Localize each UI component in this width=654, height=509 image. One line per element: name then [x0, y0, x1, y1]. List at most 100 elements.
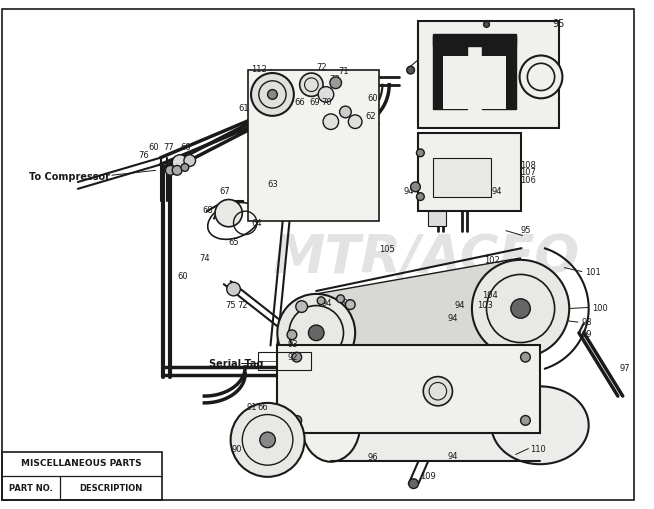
Circle shape	[184, 155, 196, 166]
Text: 74: 74	[199, 254, 210, 263]
Text: MISCELLANEOUS PARTS: MISCELLANEOUS PARTS	[22, 459, 142, 468]
Text: 110: 110	[530, 445, 546, 454]
Text: 94: 94	[491, 187, 502, 196]
Bar	[428, 211, 445, 226]
Text: 92: 92	[287, 353, 298, 362]
Text: 107: 107	[521, 168, 536, 177]
Circle shape	[287, 330, 297, 340]
Circle shape	[165, 165, 175, 175]
Circle shape	[296, 301, 307, 313]
Text: 76: 76	[138, 151, 149, 160]
Circle shape	[409, 479, 419, 489]
Circle shape	[292, 352, 301, 362]
Text: 104: 104	[481, 291, 498, 300]
Circle shape	[251, 73, 294, 116]
Text: 103: 103	[477, 301, 492, 309]
Circle shape	[349, 115, 362, 128]
Ellipse shape	[491, 386, 589, 464]
Bar	[419, 21, 559, 128]
Circle shape	[300, 73, 323, 96]
Text: 66: 66	[258, 403, 269, 412]
Text: MTR/ACEO: MTR/ACEO	[273, 232, 579, 284]
Bar	[433, 158, 491, 196]
Text: 95: 95	[521, 226, 531, 235]
Circle shape	[417, 193, 424, 201]
Text: 61: 61	[239, 104, 249, 113]
Bar	[433, 36, 467, 109]
Text: 94: 94	[455, 301, 465, 309]
Text: 96: 96	[368, 453, 379, 462]
Text: 109: 109	[421, 472, 436, 481]
Text: 63: 63	[267, 180, 279, 189]
Bar	[248, 70, 379, 221]
Ellipse shape	[301, 389, 360, 462]
Bar	[481, 36, 516, 109]
Circle shape	[411, 182, 421, 192]
Bar	[277, 346, 540, 433]
Text: 60: 60	[177, 271, 188, 280]
Text: 77: 77	[164, 143, 174, 152]
Text: Serial Tag: Serial Tag	[209, 359, 264, 369]
Text: 71: 71	[339, 67, 349, 76]
Text: 65: 65	[229, 238, 239, 247]
Circle shape	[345, 300, 355, 309]
Text: 94: 94	[404, 187, 415, 196]
Bar	[2, 451, 162, 500]
Text: PART NO.: PART NO.	[9, 484, 53, 493]
Text: 69: 69	[309, 98, 320, 107]
Polygon shape	[331, 389, 540, 461]
Text: 95: 95	[553, 18, 565, 29]
Circle shape	[511, 299, 530, 318]
Text: 106: 106	[521, 176, 536, 185]
Circle shape	[181, 163, 189, 172]
Text: 91: 91	[246, 403, 256, 412]
Text: 64: 64	[251, 219, 262, 228]
Text: 72: 72	[237, 301, 248, 309]
Circle shape	[472, 260, 569, 357]
Text: 66: 66	[295, 98, 305, 107]
Text: 75: 75	[226, 301, 236, 309]
Bar	[443, 55, 506, 109]
Circle shape	[407, 66, 415, 74]
Circle shape	[483, 21, 489, 27]
Circle shape	[519, 55, 562, 98]
Text: 68: 68	[202, 206, 213, 215]
Text: 62: 62	[365, 112, 375, 121]
Text: 67: 67	[219, 187, 230, 196]
Circle shape	[337, 295, 345, 303]
Text: 94: 94	[447, 451, 458, 461]
Text: 108: 108	[521, 161, 536, 169]
Circle shape	[260, 432, 275, 447]
Circle shape	[309, 325, 324, 341]
Text: 112: 112	[251, 65, 267, 74]
Text: 60: 60	[148, 143, 158, 152]
Text: To Compressor: To Compressor	[29, 172, 110, 182]
Text: 94: 94	[447, 315, 458, 323]
Text: 73: 73	[329, 75, 339, 84]
Text: 93: 93	[287, 340, 298, 349]
Circle shape	[215, 200, 242, 227]
Circle shape	[277, 294, 355, 372]
Text: 99: 99	[582, 330, 593, 339]
Text: DESCRIPTION: DESCRIPTION	[79, 484, 143, 493]
Text: 95: 95	[343, 299, 353, 308]
Bar	[258, 352, 311, 370]
Circle shape	[172, 155, 188, 171]
Polygon shape	[317, 258, 521, 372]
Circle shape	[323, 114, 339, 129]
Text: 105: 105	[379, 245, 395, 254]
Circle shape	[521, 415, 530, 425]
Bar	[419, 133, 521, 211]
Text: 90: 90	[232, 445, 242, 454]
Circle shape	[317, 297, 325, 304]
Text: 60: 60	[368, 95, 379, 103]
Circle shape	[267, 90, 277, 99]
Circle shape	[330, 77, 341, 89]
Circle shape	[292, 415, 301, 425]
Text: 60: 60	[180, 143, 190, 152]
Circle shape	[231, 403, 305, 477]
Circle shape	[423, 377, 453, 406]
Text: 101: 101	[585, 268, 600, 276]
Circle shape	[318, 87, 334, 102]
Text: 94: 94	[321, 299, 332, 308]
